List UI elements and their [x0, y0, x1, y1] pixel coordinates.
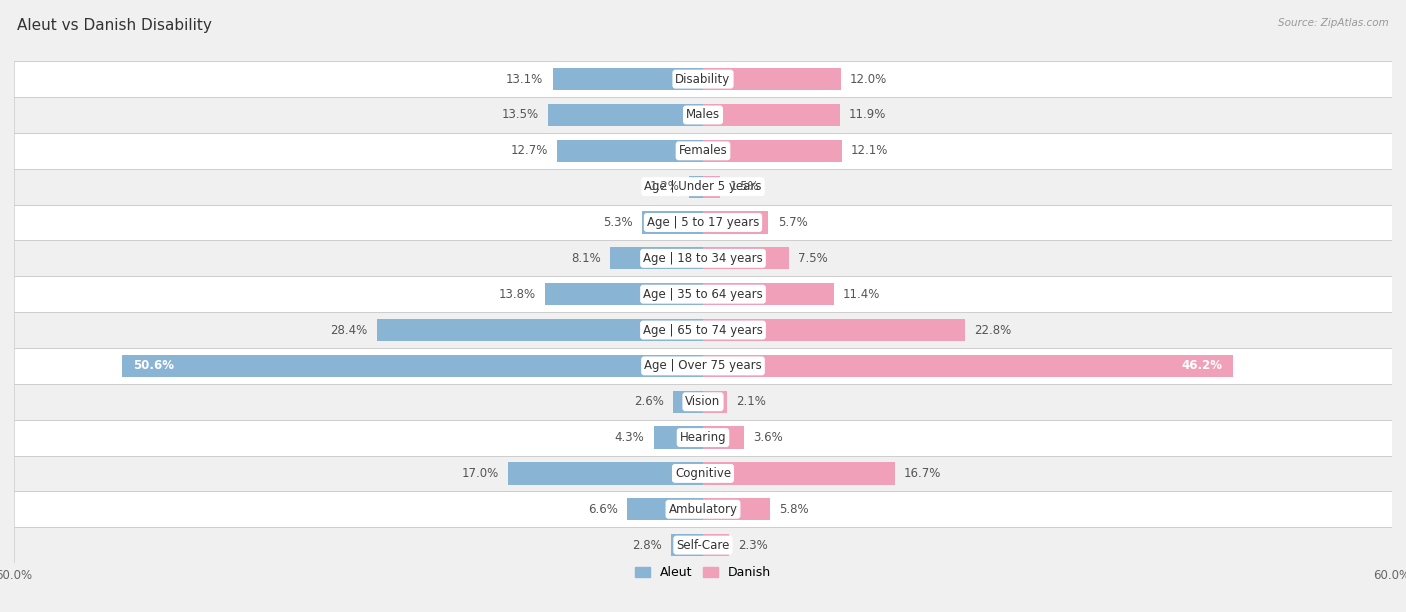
Text: 1.5%: 1.5%: [730, 180, 759, 193]
Bar: [703, 355, 1233, 377]
Text: 16.7%: 16.7%: [904, 467, 941, 480]
Bar: [14, 312, 1392, 348]
Text: 2.8%: 2.8%: [631, 539, 662, 551]
Text: Females: Females: [679, 144, 727, 157]
Text: Age | Under 5 years: Age | Under 5 years: [644, 180, 762, 193]
Text: Vision: Vision: [685, 395, 721, 408]
Text: 4.3%: 4.3%: [614, 431, 644, 444]
Bar: [703, 140, 842, 162]
Bar: [703, 176, 720, 198]
Bar: [14, 276, 1392, 312]
Bar: [548, 104, 703, 126]
Text: Age | 18 to 34 years: Age | 18 to 34 years: [643, 252, 763, 265]
Bar: [14, 169, 1392, 204]
Text: Aleut vs Danish Disability: Aleut vs Danish Disability: [17, 18, 212, 34]
Text: 12.0%: 12.0%: [851, 73, 887, 86]
Bar: [14, 97, 1392, 133]
Bar: [377, 319, 703, 341]
Bar: [14, 455, 1392, 491]
Bar: [689, 176, 703, 198]
Text: 6.6%: 6.6%: [588, 503, 619, 516]
Text: 46.2%: 46.2%: [1181, 359, 1222, 372]
Bar: [703, 104, 839, 126]
Text: 2.6%: 2.6%: [634, 395, 664, 408]
Text: Disability: Disability: [675, 73, 731, 86]
Text: 1.2%: 1.2%: [650, 180, 681, 193]
Bar: [14, 384, 1392, 420]
Text: 13.8%: 13.8%: [498, 288, 536, 300]
Bar: [654, 427, 703, 449]
Text: 12.7%: 12.7%: [510, 144, 548, 157]
Bar: [14, 133, 1392, 169]
Bar: [122, 355, 703, 377]
Text: Age | 65 to 74 years: Age | 65 to 74 years: [643, 324, 763, 337]
Legend: Aleut, Danish: Aleut, Danish: [630, 561, 776, 584]
Text: 5.7%: 5.7%: [778, 216, 807, 229]
Text: Ambulatory: Ambulatory: [668, 503, 738, 516]
Text: 12.1%: 12.1%: [851, 144, 889, 157]
Text: 50.6%: 50.6%: [134, 359, 174, 372]
Text: 17.0%: 17.0%: [461, 467, 499, 480]
Text: Age | Over 75 years: Age | Over 75 years: [644, 359, 762, 372]
Text: Age | 35 to 64 years: Age | 35 to 64 years: [643, 288, 763, 300]
Bar: [14, 61, 1392, 97]
Bar: [14, 527, 1392, 563]
Text: 11.9%: 11.9%: [849, 108, 886, 121]
Text: Age | 5 to 17 years: Age | 5 to 17 years: [647, 216, 759, 229]
Text: 5.3%: 5.3%: [603, 216, 633, 229]
Bar: [14, 241, 1392, 276]
Text: Self-Care: Self-Care: [676, 539, 730, 551]
Text: Cognitive: Cognitive: [675, 467, 731, 480]
Bar: [703, 462, 894, 485]
Text: 2.1%: 2.1%: [737, 395, 766, 408]
Text: 8.1%: 8.1%: [571, 252, 600, 265]
Bar: [544, 283, 703, 305]
Bar: [673, 390, 703, 413]
Bar: [627, 498, 703, 520]
Bar: [703, 534, 730, 556]
Text: 11.4%: 11.4%: [844, 288, 880, 300]
Bar: [703, 283, 834, 305]
Text: Hearing: Hearing: [679, 431, 727, 444]
Text: 7.5%: 7.5%: [799, 252, 828, 265]
Text: Source: ZipAtlas.com: Source: ZipAtlas.com: [1278, 18, 1389, 28]
Text: 5.8%: 5.8%: [779, 503, 808, 516]
Text: 13.1%: 13.1%: [506, 73, 543, 86]
Text: 3.6%: 3.6%: [754, 431, 783, 444]
Bar: [703, 498, 769, 520]
Bar: [703, 390, 727, 413]
Text: 13.5%: 13.5%: [502, 108, 538, 121]
Bar: [671, 534, 703, 556]
Bar: [557, 140, 703, 162]
Bar: [14, 420, 1392, 455]
Bar: [553, 68, 703, 90]
Text: 28.4%: 28.4%: [330, 324, 368, 337]
Bar: [14, 348, 1392, 384]
Bar: [643, 211, 703, 234]
Text: Males: Males: [686, 108, 720, 121]
Bar: [703, 247, 789, 269]
Text: 2.3%: 2.3%: [738, 539, 768, 551]
Bar: [703, 319, 965, 341]
Bar: [703, 211, 769, 234]
Text: 22.8%: 22.8%: [974, 324, 1011, 337]
Bar: [508, 462, 703, 485]
Bar: [14, 204, 1392, 241]
Bar: [703, 427, 744, 449]
Bar: [610, 247, 703, 269]
Bar: [14, 491, 1392, 527]
Bar: [703, 68, 841, 90]
